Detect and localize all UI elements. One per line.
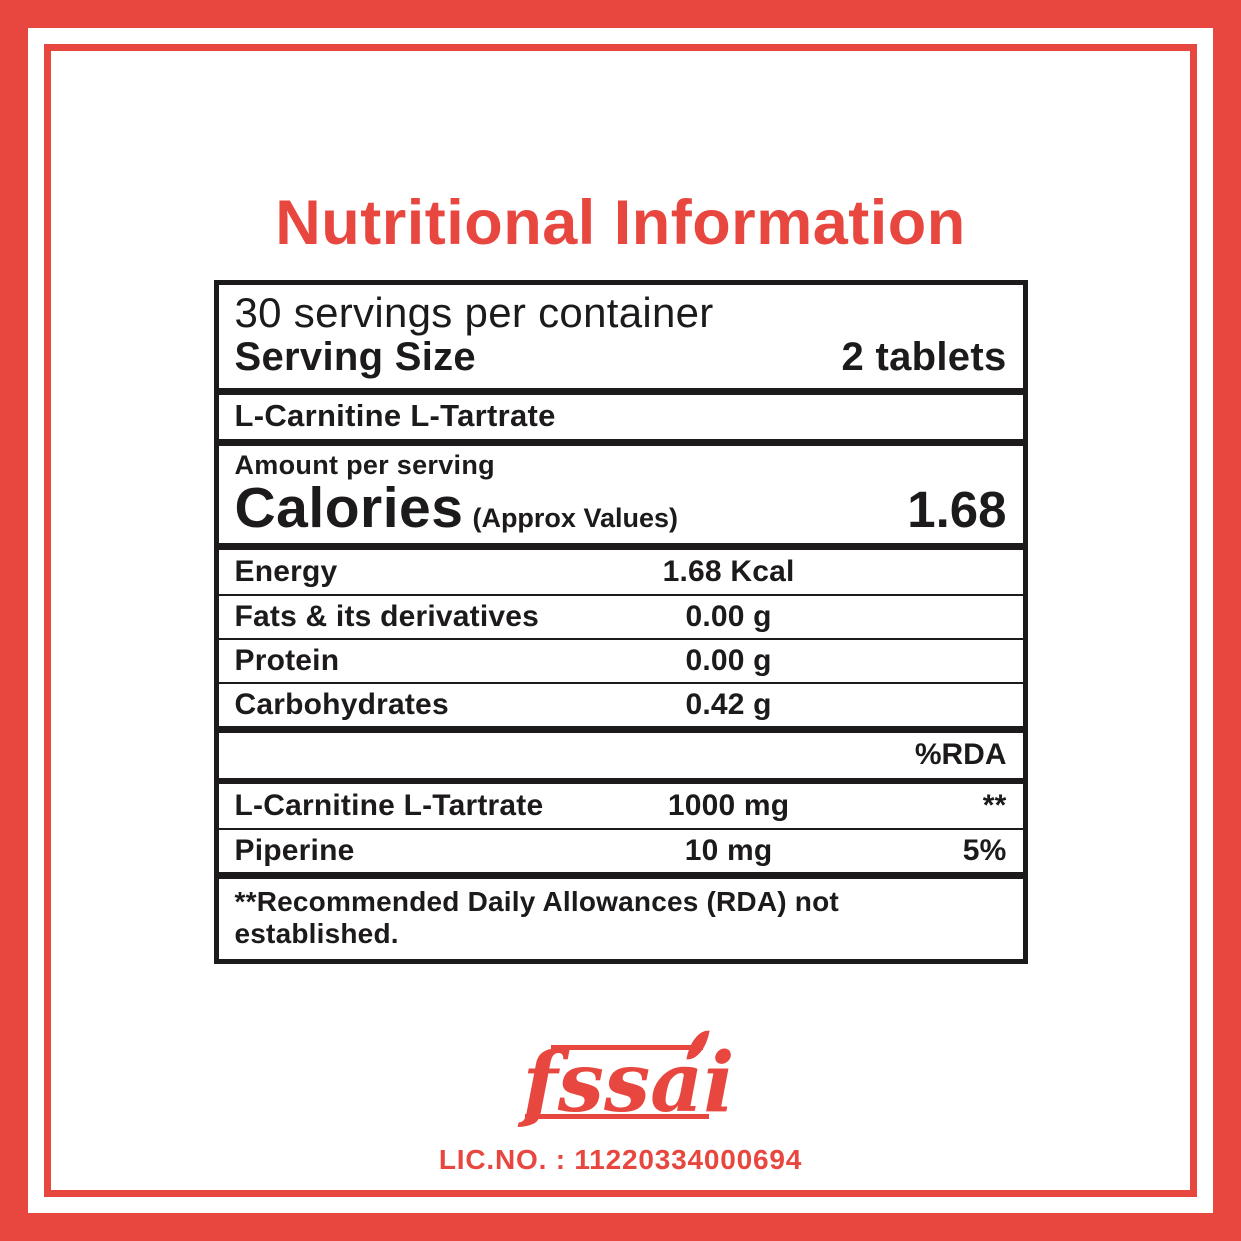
calories-label-group: Calories (Approx Values)	[234, 475, 679, 540]
calories-label: Calories	[234, 475, 464, 540]
fssai-overline	[550, 1045, 703, 1050]
thick-divider	[218, 387, 1023, 395]
product-name-row: L-Carnitine L-Tartrate	[234, 397, 556, 433]
nutrient-label: Fats & its derivatives	[234, 599, 540, 633]
thick-divider	[218, 438, 1023, 446]
serving-info-section: 30 servings per container Serving Size 2…	[219, 285, 1023, 388]
supplement-value: 10 mg	[684, 833, 773, 867]
supplement-label: L-Carnitine L-Tartrate	[234, 788, 544, 822]
table-row: Carbohydrates 0.42 g	[218, 681, 1023, 726]
calories-row: Calories (Approx Values) 1.68	[234, 475, 1007, 540]
thick-divider	[218, 725, 1023, 733]
fssai-underline	[524, 1114, 709, 1119]
nutrition-facts-table: 30 servings per container Serving Size 2…	[213, 280, 1028, 964]
supplement-label: Piperine	[234, 833, 355, 867]
nutrient-label: Carbohydrates	[234, 687, 449, 721]
table-row: Fats & its derivatives 0.00 g	[218, 593, 1023, 638]
nutrient-value: 0.42 g	[685, 687, 772, 721]
supplement-rows: L-Carnitine L-Tartrate 1000 mg ** Piperi…	[218, 784, 1023, 872]
thick-divider	[218, 542, 1023, 550]
amount-per-serving-label: Amount per serving	[234, 449, 495, 480]
supplement-rda: **	[982, 788, 1007, 822]
license-number: LIC.NO. : 11220334000694	[438, 1144, 803, 1175]
calories-approx-note: (Approx Values)	[472, 502, 678, 533]
supplement-value: 1000 mg	[667, 788, 790, 822]
nutrient-rows: Energy 1.68 Kcal Fats & its derivatives …	[218, 550, 1023, 726]
table-row: Energy 1.68 Kcal	[219, 550, 1023, 594]
table-row: L-Carnitine L-Tartrate 1000 mg **	[219, 784, 1023, 828]
inner-red-frame	[44, 44, 1197, 1197]
supplement-rda: 5%	[962, 833, 1007, 867]
nutrient-label: Energy	[234, 554, 338, 588]
servings-per-container: 30 servings per container	[234, 289, 714, 336]
calories-value: 1.68	[907, 480, 1007, 538]
page-title: Nutritional Information	[275, 188, 966, 258]
nutrient-value: 0.00 g	[685, 599, 772, 633]
thick-divider	[218, 777, 1023, 784]
thick-divider	[218, 871, 1023, 879]
serving-size-row: Serving Size 2 tablets	[235, 336, 1007, 379]
table-row: Protein 0.00 g	[218, 637, 1023, 682]
nutrient-value: 0.00 g	[685, 643, 772, 677]
table-row: Piperine 10 mg 5%	[218, 827, 1023, 872]
nutrient-value: 1.68 Kcal	[662, 554, 795, 588]
fssai-logo: fssai	[523, 1027, 734, 1134]
serving-size-label: Serving Size	[234, 335, 476, 380]
serving-size-value: 2 tablets	[841, 335, 1007, 380]
nutrient-label: Protein	[234, 643, 340, 677]
rda-footnote: **Recommended Daily Allowances (RDA) not…	[234, 885, 839, 949]
calories-section: Amount per serving Calories (Approx Valu…	[219, 446, 1023, 543]
rda-header-row: %RDA	[914, 738, 1007, 772]
